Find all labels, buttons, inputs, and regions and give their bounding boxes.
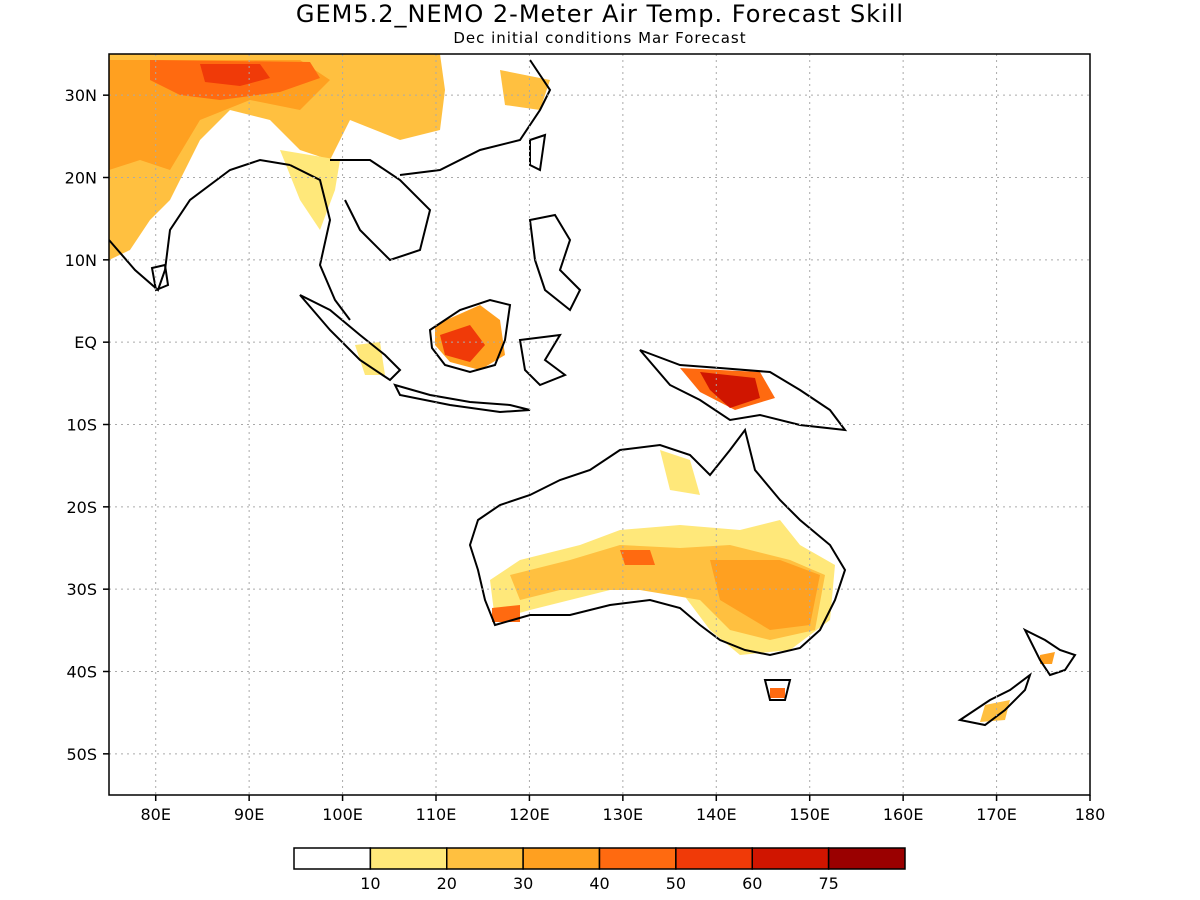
coast-nz-south bbox=[957, 672, 1032, 727]
lat-tick-label: 20S bbox=[66, 498, 97, 517]
axis-ticks: 80E 90E 100E 110E 120E 130E 140E 150E 160E 170E 18… bbox=[65, 86, 1106, 824]
colorbar-label: 60 bbox=[742, 874, 762, 893]
coastlines bbox=[109, 59, 1077, 727]
lon-tick-label: 160E bbox=[883, 805, 924, 824]
lon-tick-label: 130E bbox=[603, 805, 644, 824]
lat-tick-label: 10S bbox=[66, 416, 97, 435]
lat-tick-label: 30S bbox=[66, 580, 97, 599]
coast-new-guinea bbox=[639, 349, 848, 432]
colorbar-label: 75 bbox=[818, 874, 838, 893]
skill-field-north-australia bbox=[660, 450, 700, 495]
coast-india bbox=[109, 158, 291, 292]
colorbar-label: 50 bbox=[666, 874, 686, 893]
map-frame bbox=[108, 53, 1091, 796]
coast-tasmania bbox=[763, 679, 792, 701]
skill-field-new-guinea-high bbox=[700, 372, 760, 408]
lon-tick-label: 80E bbox=[140, 805, 170, 824]
lon-tick-label: 90E bbox=[234, 805, 264, 824]
skill-field-indochina bbox=[280, 150, 340, 230]
skill-field-nz-north bbox=[1040, 652, 1055, 664]
lat-tick-label: 50S bbox=[66, 745, 97, 764]
colorbar-label: 40 bbox=[589, 874, 609, 893]
lon-tick-label: 140E bbox=[696, 805, 737, 824]
skill-field-borneo-high bbox=[440, 325, 485, 362]
lon-tick-label: 120E bbox=[509, 805, 550, 824]
lat-tick-label: 10N bbox=[65, 251, 97, 270]
lon-tick-label: 150E bbox=[789, 805, 830, 824]
coast-philippines bbox=[528, 213, 582, 312]
skill-field-australia-core bbox=[620, 550, 655, 565]
colorbar-swatch bbox=[598, 847, 677, 870]
colorbar-swatch bbox=[446, 847, 524, 870]
colorbar-swatch bbox=[522, 847, 601, 870]
skill-field-tasmania bbox=[770, 688, 785, 698]
skill-shading bbox=[109, 54, 1055, 722]
map-title: GEM5.2_NEMO 2-Meter Air Temp. Forecast S… bbox=[295, 0, 905, 28]
colorbar-swatch bbox=[369, 847, 448, 870]
lon-tick-label: 180 bbox=[1075, 805, 1106, 824]
lon-tick-label: 100E bbox=[322, 805, 363, 824]
colorbar-label: 30 bbox=[513, 874, 533, 893]
colorbar: 10 20 30 40 50 60 75 bbox=[293, 847, 906, 893]
lon-tick-label: 110E bbox=[416, 805, 457, 824]
colorbar-swatch bbox=[293, 847, 372, 870]
coast-nz-north bbox=[1022, 627, 1077, 677]
lat-tick-label: 40S bbox=[66, 663, 97, 682]
colorbar-swatch bbox=[827, 847, 906, 870]
skill-field-china-east bbox=[500, 70, 550, 110]
skill-field-australia-sw bbox=[492, 605, 520, 622]
colorbar-label: 20 bbox=[437, 874, 457, 893]
skill-field-australia-east bbox=[710, 560, 820, 630]
lat-tick-label: 30N bbox=[65, 86, 97, 105]
coast-sumatra bbox=[299, 294, 402, 382]
colorbar-swatch bbox=[675, 847, 753, 870]
lat-tick-label: 20N bbox=[65, 169, 97, 188]
coast-java bbox=[393, 383, 531, 414]
lat-tick-label: EQ bbox=[74, 333, 97, 352]
map-subtitle: Dec initial conditions Mar Forecast bbox=[453, 29, 747, 47]
coast-taiwan bbox=[529, 133, 547, 172]
graticule bbox=[109, 54, 1090, 795]
colorbar-label: 10 bbox=[360, 874, 380, 893]
coast-australia bbox=[468, 427, 847, 657]
coast-china bbox=[399, 59, 552, 176]
colorbar-swatch bbox=[751, 847, 830, 870]
lon-tick-label: 170E bbox=[976, 805, 1017, 824]
coast-borneo bbox=[428, 298, 512, 374]
coast-sulawesi bbox=[518, 333, 568, 387]
coast-sri-lanka bbox=[150, 263, 170, 292]
skill-field-tibet-peak bbox=[200, 64, 270, 86]
skill-field-new-zealand bbox=[980, 700, 1010, 722]
